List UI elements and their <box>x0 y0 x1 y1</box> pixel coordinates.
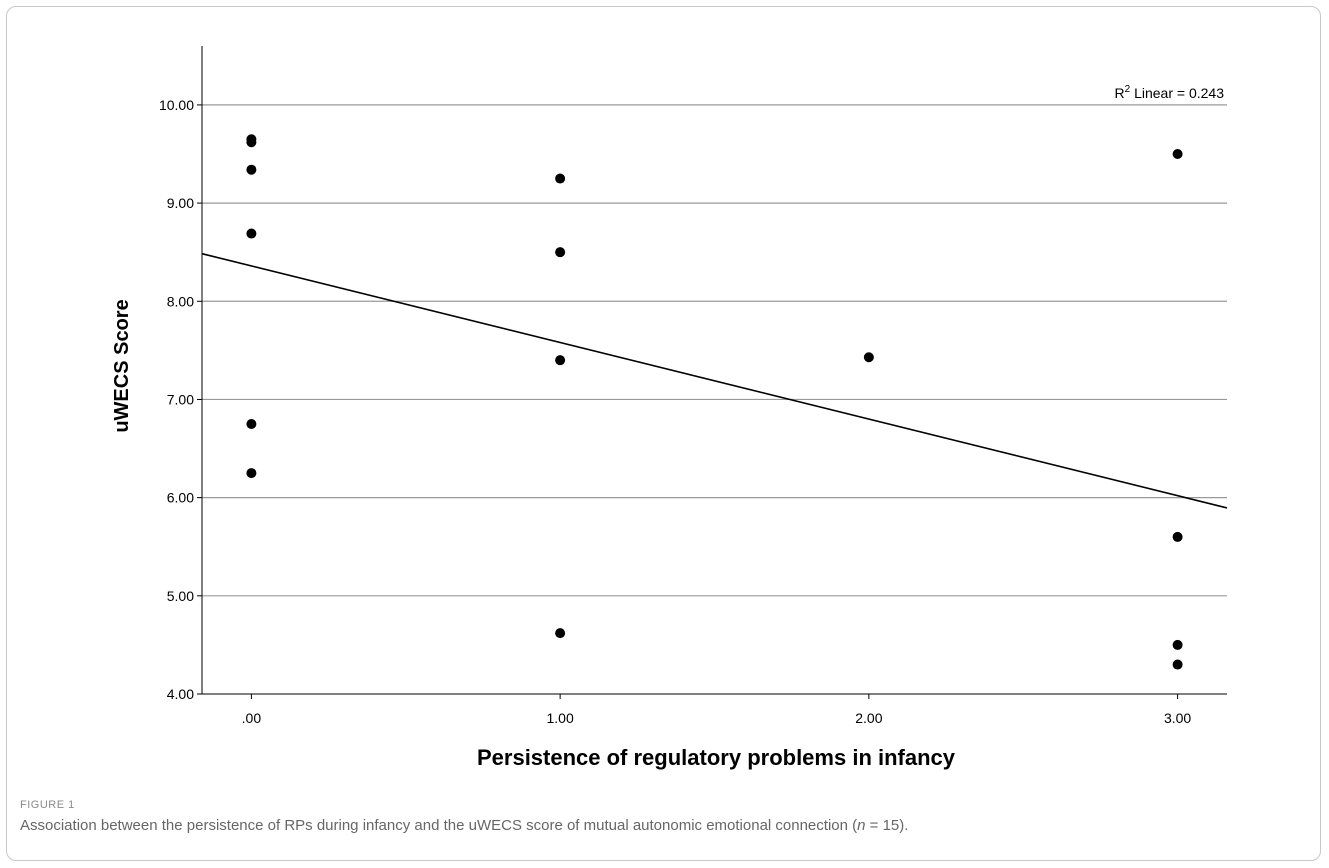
y-tick-label: 4.00 <box>167 686 194 702</box>
x-tick-label: 3.00 <box>1164 710 1191 726</box>
data-point <box>555 247 566 258</box>
x-tick-label: 1.00 <box>547 710 574 726</box>
data-point <box>863 352 874 363</box>
data-point <box>1172 659 1183 670</box>
figure-frame <box>6 6 1321 861</box>
axes <box>197 46 1227 699</box>
r2-prefix: R <box>1115 85 1125 101</box>
data-point <box>555 173 566 184</box>
data-point <box>246 137 257 148</box>
fit-line <box>201 252 1228 509</box>
caption-italic-n: n <box>857 817 866 834</box>
x-tick-label: 2.00 <box>855 710 882 726</box>
x-tick-label: .00 <box>242 710 262 726</box>
data-point <box>555 355 566 366</box>
fit-line-group <box>201 252 1228 509</box>
y-tick-label: 5.00 <box>167 588 194 604</box>
figure-caption: Association between the persistence of R… <box>20 817 908 834</box>
x-tick-labels: .00 1.00 2.00 3.00 <box>242 710 1192 726</box>
r2-value: Linear = 0.243 <box>1130 85 1224 101</box>
data-point <box>555 628 566 639</box>
r2-superscript: 2 <box>1125 84 1131 95</box>
data-point <box>246 419 257 429</box>
y-tick-label: 6.00 <box>167 490 194 506</box>
data-point <box>246 468 257 479</box>
data-point <box>246 228 257 239</box>
figure-label: FIGURE 1 <box>20 799 75 811</box>
gridlines <box>202 104 1227 597</box>
y-axis-label: uWECS Score <box>111 299 133 432</box>
x-axis-label: Persistence of regulatory problems in in… <box>477 745 956 770</box>
y-tick-labels: 4.00 5.00 6.00 7.00 8.00 9.00 10.00 <box>159 97 194 702</box>
y-tick-label: 8.00 <box>167 293 194 309</box>
r-squared-annotation: R2 Linear = 0.243 <box>1115 84 1225 101</box>
y-tick-label: 7.00 <box>167 391 194 407</box>
data-point <box>1172 639 1183 650</box>
caption-text-end: = 15). <box>865 817 909 834</box>
data-points <box>246 134 1183 670</box>
caption-text-start: Association between the persistence of R… <box>20 817 858 834</box>
data-point <box>1172 149 1183 159</box>
data-point <box>246 164 257 175</box>
data-point <box>1172 531 1183 542</box>
y-tick-label: 9.00 <box>167 195 194 211</box>
y-tick-label: 10.00 <box>159 97 194 113</box>
